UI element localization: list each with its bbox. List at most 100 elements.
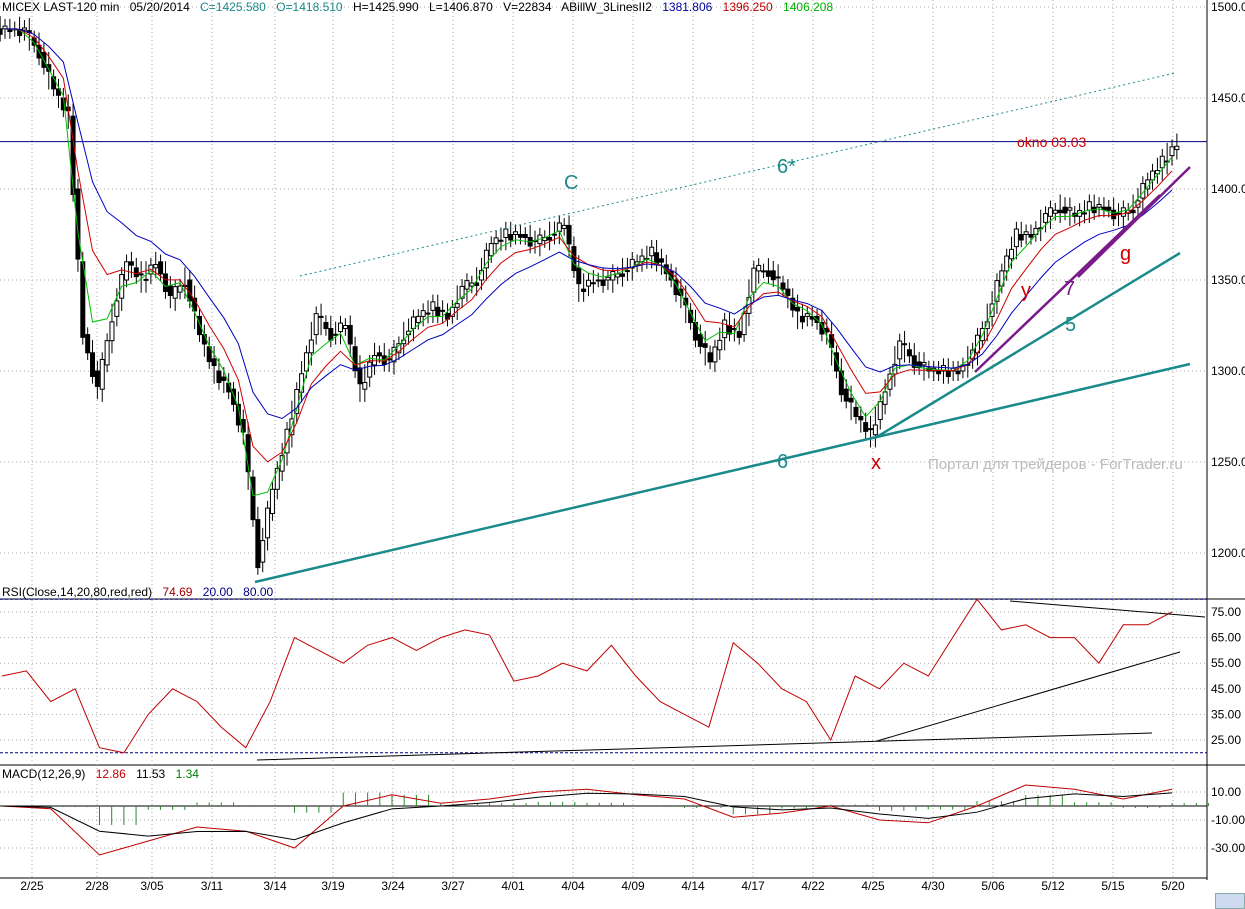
- macd-label: MACD(12,26,9) 12.86 11.53 1.34: [2, 767, 206, 781]
- x-tick-label: 4/04: [561, 879, 585, 893]
- candle-body: [561, 224, 567, 229]
- rsi-low: 20.00: [202, 585, 233, 599]
- x-tick-label: 2/28: [85, 879, 109, 893]
- indicator-name: ABillW_3LinesII2: [561, 0, 652, 14]
- candle-body: [265, 507, 271, 539]
- candle-body: [255, 519, 261, 569]
- candle-body: [848, 397, 854, 403]
- symbol: MICEX LAST-120 min: [2, 0, 120, 14]
- candle-body: [128, 261, 134, 266]
- candle-body: [192, 297, 198, 312]
- candle-body: [1009, 248, 1015, 260]
- x-tick-label: 4/25: [861, 879, 885, 893]
- ma-red-line: [4, 28, 1173, 463]
- rsi-name: RSI(Close,14,20,80,red,red): [2, 585, 153, 599]
- candle-body: [994, 280, 1000, 302]
- candle-body: [1018, 234, 1024, 241]
- trendline-6: [254, 362, 1191, 584]
- candle-body: [595, 279, 601, 282]
- candle-body: [936, 370, 942, 375]
- candle-body: [1023, 231, 1029, 236]
- candle-body: [352, 346, 358, 372]
- candle-body: [216, 370, 222, 384]
- candle-body: [590, 282, 596, 285]
- candle-body: [1120, 207, 1126, 217]
- x-tick-label: 4/17: [741, 879, 765, 893]
- x-tick-label: 4/09: [621, 879, 645, 893]
- candle-body: [1028, 234, 1034, 238]
- candle-body: [843, 388, 849, 402]
- scrollbar[interactable]: [1215, 893, 1245, 909]
- candle-body: [581, 288, 587, 293]
- candle-body: [868, 428, 874, 431]
- price-header: MICEX LAST-120 min 05/20/2014 C=1425.580…: [2, 0, 840, 14]
- x-tick-label: 5/20: [1161, 879, 1185, 893]
- candle-body: [221, 376, 227, 381]
- rsi-tick-label: 25.00: [1211, 733, 1241, 747]
- candle-body: [571, 246, 577, 272]
- candle-body: [741, 312, 747, 336]
- candle-body: [517, 234, 523, 238]
- wave-label-c: C: [564, 172, 579, 194]
- macd-tick-label: 10.00: [1211, 785, 1241, 799]
- candle-body: [712, 346, 718, 363]
- candle-body: [547, 237, 553, 241]
- candle-body: [376, 352, 382, 357]
- candle-body: [211, 358, 217, 367]
- candle-body: [513, 231, 519, 236]
- candle-body: [1164, 160, 1170, 163]
- macd-signal: 11.53: [136, 767, 166, 781]
- rsi-tick-label: 65.00: [1211, 631, 1241, 645]
- candle-body: [1150, 170, 1156, 181]
- candle-body: [153, 264, 159, 269]
- price-tick-label: 1300.0: [1211, 364, 1245, 378]
- candle-body: [323, 321, 329, 330]
- candle-body: [1169, 146, 1175, 157]
- wave-label-6: 6: [777, 451, 789, 473]
- wave-label-5: 5: [1065, 314, 1077, 336]
- candle-body: [260, 540, 266, 563]
- ma-blue-line: [4, 28, 1173, 420]
- candle-body: [109, 321, 115, 342]
- price-tick-label: 1250.0: [1211, 455, 1245, 469]
- candle-body: [911, 355, 917, 368]
- candle-body: [586, 279, 591, 287]
- candle-body: [1096, 203, 1102, 208]
- candle-body: [430, 301, 436, 311]
- candle-body: [85, 334, 91, 354]
- indicator-green: 1406.208: [783, 0, 834, 14]
- candle-body: [678, 288, 684, 296]
- trendline-dotted: [299, 72, 1176, 277]
- macd-value: 12.86: [95, 767, 126, 781]
- candle-body: [804, 313, 810, 317]
- candle-body: [1159, 155, 1165, 169]
- trendline-purple: [974, 194, 1161, 373]
- candle-body: [21, 27, 27, 31]
- candle-body: [133, 267, 139, 278]
- candle-body: [274, 467, 280, 490]
- close-value: C=1425.580: [200, 0, 266, 14]
- candle-body: [362, 382, 368, 390]
- rsi-value: 74.69: [162, 585, 193, 599]
- macd-signal-line: [1, 792, 1173, 841]
- macd-hist: 1.34: [175, 767, 199, 781]
- candle-body: [751, 267, 757, 293]
- candle-body: [761, 270, 767, 273]
- rsi-tick-label: 75.00: [1211, 605, 1241, 619]
- candle-body: [483, 249, 489, 269]
- x-tick-label: 5/06: [981, 879, 1005, 893]
- candle-body: [0, 28, 3, 35]
- candle-body: [75, 188, 81, 260]
- price-tick-label: 1350.0: [1211, 273, 1245, 287]
- candle-body: [921, 362, 927, 366]
- candle-body: [114, 300, 120, 317]
- low-value: L=1406.870: [429, 0, 493, 14]
- candle-body: [955, 370, 961, 375]
- candle-body: [1004, 255, 1010, 272]
- trendline-5: [874, 251, 1181, 440]
- candle-body: [158, 261, 164, 275]
- candle-body: [1043, 213, 1049, 223]
- high-value: H=1425.990: [352, 0, 419, 14]
- candle-body: [464, 280, 470, 290]
